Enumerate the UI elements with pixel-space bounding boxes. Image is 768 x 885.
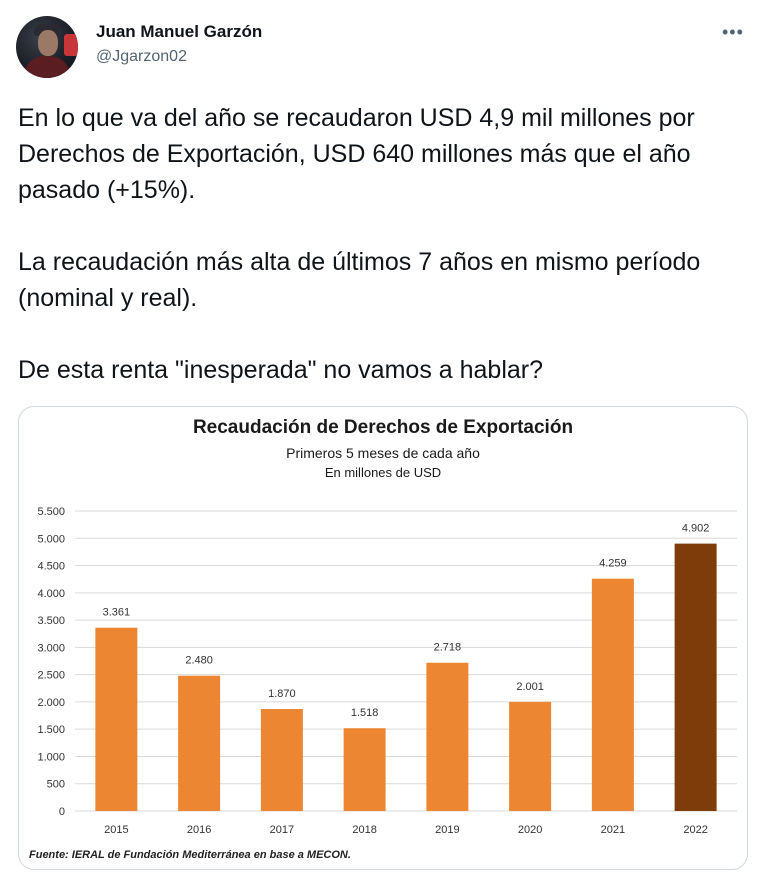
y-tick-label: 4.000 (37, 588, 65, 600)
x-tick-label: 2015 (104, 824, 128, 836)
more-icon[interactable]: ••• (722, 22, 744, 42)
bar (343, 728, 386, 811)
chart-title: Recaudación de Derechos de Exportación (192, 417, 574, 438)
bar (509, 701, 552, 811)
author-handle[interactable]: @Jgarzon02 (96, 48, 187, 65)
data-label: 1.518 (351, 707, 379, 719)
y-tick-label: 5.000 (37, 533, 65, 545)
chart-source: Fuente: IERAL de Fundación Mediterránea … (29, 849, 351, 861)
y-tick-label: 1.000 (37, 751, 65, 763)
x-tick-label: 2018 (352, 824, 376, 836)
author-name[interactable]: Juan Manuel Garzón (96, 22, 263, 41)
data-label: 4.259 (599, 558, 627, 570)
bar (591, 578, 634, 811)
bar (178, 675, 221, 811)
y-tick-label: 1.500 (37, 724, 65, 736)
x-tick-label: 2022 (683, 824, 707, 836)
y-tick-label: 0 (59, 806, 65, 818)
chart-subtitle: Primeros 5 meses de cada año (286, 445, 480, 461)
tweet-paragraph-3: De esta renta "inesperada" no vamos a ha… (18, 356, 544, 384)
y-tick-label: 3.000 (37, 642, 65, 654)
y-tick-label: 2.500 (37, 670, 65, 682)
tweet-text: En lo que va del año se recaudaron USD 4… (18, 100, 748, 388)
chart-image-card[interactable]: Recaudación de Derechos de Exportación P… (18, 406, 748, 870)
bar-chart: 0 500 1.000 1.500 2.000 2.500 3.000 3.500 4.000 4… (37, 506, 737, 836)
y-tick-label: 500 (47, 779, 65, 791)
data-label: 2.001 (516, 681, 544, 693)
y-tick-label: 2.000 (37, 697, 65, 709)
x-tick-label: 2019 (435, 824, 459, 836)
x-tick-label: 2021 (601, 824, 625, 836)
y-tick-label: 5.500 (37, 506, 65, 518)
bar (674, 543, 717, 811)
data-label: 2.480 (185, 655, 213, 667)
data-label: 3.361 (103, 607, 131, 619)
bar (426, 662, 469, 811)
tweet-paragraph-2: La recaudación más alta de últimos 7 año… (18, 248, 701, 312)
x-tick-label: 2020 (518, 824, 542, 836)
data-label: 4.902 (682, 523, 710, 535)
bar (95, 627, 138, 811)
y-tick-label: 3.500 (37, 615, 65, 627)
data-label: 1.870 (268, 688, 296, 700)
bar (260, 709, 303, 811)
y-tick-label: 4.500 (37, 561, 65, 573)
avatar[interactable] (16, 16, 78, 78)
x-tick-label: 2017 (270, 824, 294, 836)
data-label: 2.718 (434, 642, 462, 654)
x-tick-label: 2016 (187, 824, 211, 836)
tweet-paragraph-1: En lo que va del año se recaudaron USD 4… (18, 104, 695, 204)
chart-unit: En millones de USD (324, 465, 442, 480)
